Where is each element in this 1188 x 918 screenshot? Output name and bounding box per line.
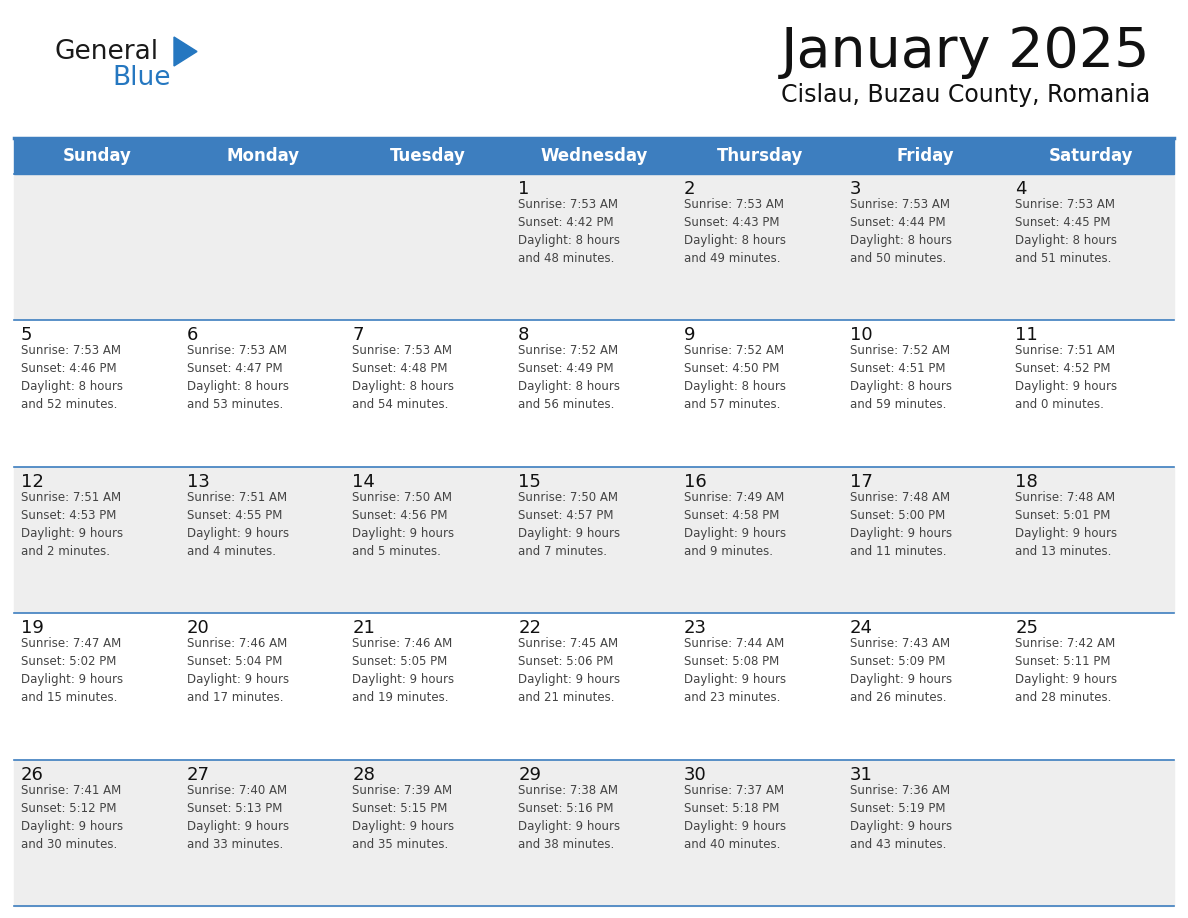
Text: 22: 22 [518, 620, 542, 637]
Text: 9: 9 [684, 327, 695, 344]
Text: 25: 25 [1016, 620, 1038, 637]
Bar [14, 138, 1174, 174]
Text: Friday: Friday [897, 147, 954, 165]
Text: Saturday: Saturday [1049, 147, 1133, 165]
Text: 20: 20 [187, 620, 209, 637]
Text: Sunrise: 7:39 AM
Sunset: 5:15 PM
Daylight: 9 hours
and 35 minutes.: Sunrise: 7:39 AM Sunset: 5:15 PM Dayligh… [353, 784, 455, 851]
Text: Sunrise: 7:53 AM
Sunset: 4:47 PM
Daylight: 8 hours
and 53 minutes.: Sunrise: 7:53 AM Sunset: 4:47 PM Dayligh… [187, 344, 289, 411]
Text: Sunrise: 7:37 AM
Sunset: 5:18 PM
Daylight: 9 hours
and 40 minutes.: Sunrise: 7:37 AM Sunset: 5:18 PM Dayligh… [684, 784, 786, 851]
Text: 18: 18 [1016, 473, 1038, 491]
Text: General: General [55, 39, 159, 65]
Text: Sunrise: 7:52 AM
Sunset: 4:50 PM
Daylight: 8 hours
and 57 minutes.: Sunrise: 7:52 AM Sunset: 4:50 PM Dayligh… [684, 344, 785, 411]
Text: Sunrise: 7:50 AM
Sunset: 4:57 PM
Daylight: 9 hours
and 7 minutes.: Sunrise: 7:50 AM Sunset: 4:57 PM Dayligh… [518, 491, 620, 558]
Text: Sunrise: 7:44 AM
Sunset: 5:08 PM
Daylight: 9 hours
and 23 minutes.: Sunrise: 7:44 AM Sunset: 5:08 PM Dayligh… [684, 637, 786, 704]
Text: 10: 10 [849, 327, 872, 344]
Text: 7: 7 [353, 327, 364, 344]
Text: Wednesday: Wednesday [541, 147, 647, 165]
Text: 16: 16 [684, 473, 707, 491]
Text: 2: 2 [684, 180, 695, 198]
Bar [14, 466, 1174, 613]
Bar [14, 320, 1174, 466]
Polygon shape [173, 37, 197, 66]
Text: 13: 13 [187, 473, 209, 491]
Text: Sunrise: 7:53 AM
Sunset: 4:42 PM
Daylight: 8 hours
and 48 minutes.: Sunrise: 7:53 AM Sunset: 4:42 PM Dayligh… [518, 198, 620, 265]
Text: January 2025: January 2025 [781, 25, 1150, 79]
Text: Monday: Monday [226, 147, 299, 165]
Text: 6: 6 [187, 327, 198, 344]
Text: Thursday: Thursday [716, 147, 803, 165]
Text: Tuesday: Tuesday [391, 147, 466, 165]
Text: Sunrise: 7:36 AM
Sunset: 5:19 PM
Daylight: 9 hours
and 43 minutes.: Sunrise: 7:36 AM Sunset: 5:19 PM Dayligh… [849, 784, 952, 851]
Text: Sunrise: 7:49 AM
Sunset: 4:58 PM
Daylight: 9 hours
and 9 minutes.: Sunrise: 7:49 AM Sunset: 4:58 PM Dayligh… [684, 491, 786, 558]
Text: 15: 15 [518, 473, 541, 491]
Text: Sunrise: 7:46 AM
Sunset: 5:04 PM
Daylight: 9 hours
and 17 minutes.: Sunrise: 7:46 AM Sunset: 5:04 PM Dayligh… [187, 637, 289, 704]
Text: Sunrise: 7:51 AM
Sunset: 4:53 PM
Daylight: 9 hours
and 2 minutes.: Sunrise: 7:51 AM Sunset: 4:53 PM Dayligh… [21, 491, 124, 558]
Text: 4: 4 [1016, 180, 1026, 198]
Text: 12: 12 [21, 473, 44, 491]
Text: Sunrise: 7:52 AM
Sunset: 4:51 PM
Daylight: 8 hours
and 59 minutes.: Sunrise: 7:52 AM Sunset: 4:51 PM Dayligh… [849, 344, 952, 411]
Bar [14, 613, 1174, 759]
Text: Sunrise: 7:53 AM
Sunset: 4:44 PM
Daylight: 8 hours
and 50 minutes.: Sunrise: 7:53 AM Sunset: 4:44 PM Dayligh… [849, 198, 952, 265]
Text: 19: 19 [21, 620, 44, 637]
Text: Sunrise: 7:53 AM
Sunset: 4:45 PM
Daylight: 8 hours
and 51 minutes.: Sunrise: 7:53 AM Sunset: 4:45 PM Dayligh… [1016, 198, 1117, 265]
Text: Sunrise: 7:46 AM
Sunset: 5:05 PM
Daylight: 9 hours
and 19 minutes.: Sunrise: 7:46 AM Sunset: 5:05 PM Dayligh… [353, 637, 455, 704]
Text: Sunrise: 7:51 AM
Sunset: 4:55 PM
Daylight: 9 hours
and 4 minutes.: Sunrise: 7:51 AM Sunset: 4:55 PM Dayligh… [187, 491, 289, 558]
Text: 5: 5 [21, 327, 32, 344]
Text: Sunrise: 7:45 AM
Sunset: 5:06 PM
Daylight: 9 hours
and 21 minutes.: Sunrise: 7:45 AM Sunset: 5:06 PM Dayligh… [518, 637, 620, 704]
Text: 30: 30 [684, 766, 707, 784]
Text: Sunrise: 7:38 AM
Sunset: 5:16 PM
Daylight: 9 hours
and 38 minutes.: Sunrise: 7:38 AM Sunset: 5:16 PM Dayligh… [518, 784, 620, 851]
Text: Sunrise: 7:50 AM
Sunset: 4:56 PM
Daylight: 9 hours
and 5 minutes.: Sunrise: 7:50 AM Sunset: 4:56 PM Dayligh… [353, 491, 455, 558]
Text: Sunday: Sunday [63, 147, 132, 165]
Text: 27: 27 [187, 766, 210, 784]
Text: Cislau, Buzau County, Romania: Cislau, Buzau County, Romania [781, 83, 1150, 107]
Text: Sunrise: 7:40 AM
Sunset: 5:13 PM
Daylight: 9 hours
and 33 minutes.: Sunrise: 7:40 AM Sunset: 5:13 PM Dayligh… [187, 784, 289, 851]
Text: 14: 14 [353, 473, 375, 491]
Text: Sunrise: 7:53 AM
Sunset: 4:46 PM
Daylight: 8 hours
and 52 minutes.: Sunrise: 7:53 AM Sunset: 4:46 PM Dayligh… [21, 344, 124, 411]
Text: 23: 23 [684, 620, 707, 637]
Text: Sunrise: 7:48 AM
Sunset: 5:01 PM
Daylight: 9 hours
and 13 minutes.: Sunrise: 7:48 AM Sunset: 5:01 PM Dayligh… [1016, 491, 1118, 558]
Text: Sunrise: 7:48 AM
Sunset: 5:00 PM
Daylight: 9 hours
and 11 minutes.: Sunrise: 7:48 AM Sunset: 5:00 PM Dayligh… [849, 491, 952, 558]
Text: Sunrise: 7:52 AM
Sunset: 4:49 PM
Daylight: 8 hours
and 56 minutes.: Sunrise: 7:52 AM Sunset: 4:49 PM Dayligh… [518, 344, 620, 411]
Text: 3: 3 [849, 180, 861, 198]
Bar [14, 174, 1174, 320]
Text: 8: 8 [518, 327, 530, 344]
Text: 26: 26 [21, 766, 44, 784]
Text: Sunrise: 7:43 AM
Sunset: 5:09 PM
Daylight: 9 hours
and 26 minutes.: Sunrise: 7:43 AM Sunset: 5:09 PM Dayligh… [849, 637, 952, 704]
Text: Sunrise: 7:53 AM
Sunset: 4:48 PM
Daylight: 8 hours
and 54 minutes.: Sunrise: 7:53 AM Sunset: 4:48 PM Dayligh… [353, 344, 455, 411]
Text: Sunrise: 7:42 AM
Sunset: 5:11 PM
Daylight: 9 hours
and 28 minutes.: Sunrise: 7:42 AM Sunset: 5:11 PM Dayligh… [1016, 637, 1118, 704]
Text: Sunrise: 7:53 AM
Sunset: 4:43 PM
Daylight: 8 hours
and 49 minutes.: Sunrise: 7:53 AM Sunset: 4:43 PM Dayligh… [684, 198, 785, 265]
Text: Blue: Blue [112, 65, 171, 91]
Text: Sunrise: 7:47 AM
Sunset: 5:02 PM
Daylight: 9 hours
and 15 minutes.: Sunrise: 7:47 AM Sunset: 5:02 PM Dayligh… [21, 637, 124, 704]
Text: Sunrise: 7:51 AM
Sunset: 4:52 PM
Daylight: 9 hours
and 0 minutes.: Sunrise: 7:51 AM Sunset: 4:52 PM Dayligh… [1016, 344, 1118, 411]
Text: 28: 28 [353, 766, 375, 784]
Text: 31: 31 [849, 766, 872, 784]
Text: 11: 11 [1016, 327, 1038, 344]
Text: 29: 29 [518, 766, 542, 784]
Text: Sunrise: 7:41 AM
Sunset: 5:12 PM
Daylight: 9 hours
and 30 minutes.: Sunrise: 7:41 AM Sunset: 5:12 PM Dayligh… [21, 784, 124, 851]
Text: 1: 1 [518, 180, 530, 198]
Text: 24: 24 [849, 620, 872, 637]
Text: 21: 21 [353, 620, 375, 637]
Text: 17: 17 [849, 473, 872, 491]
Bar [14, 759, 1174, 906]
